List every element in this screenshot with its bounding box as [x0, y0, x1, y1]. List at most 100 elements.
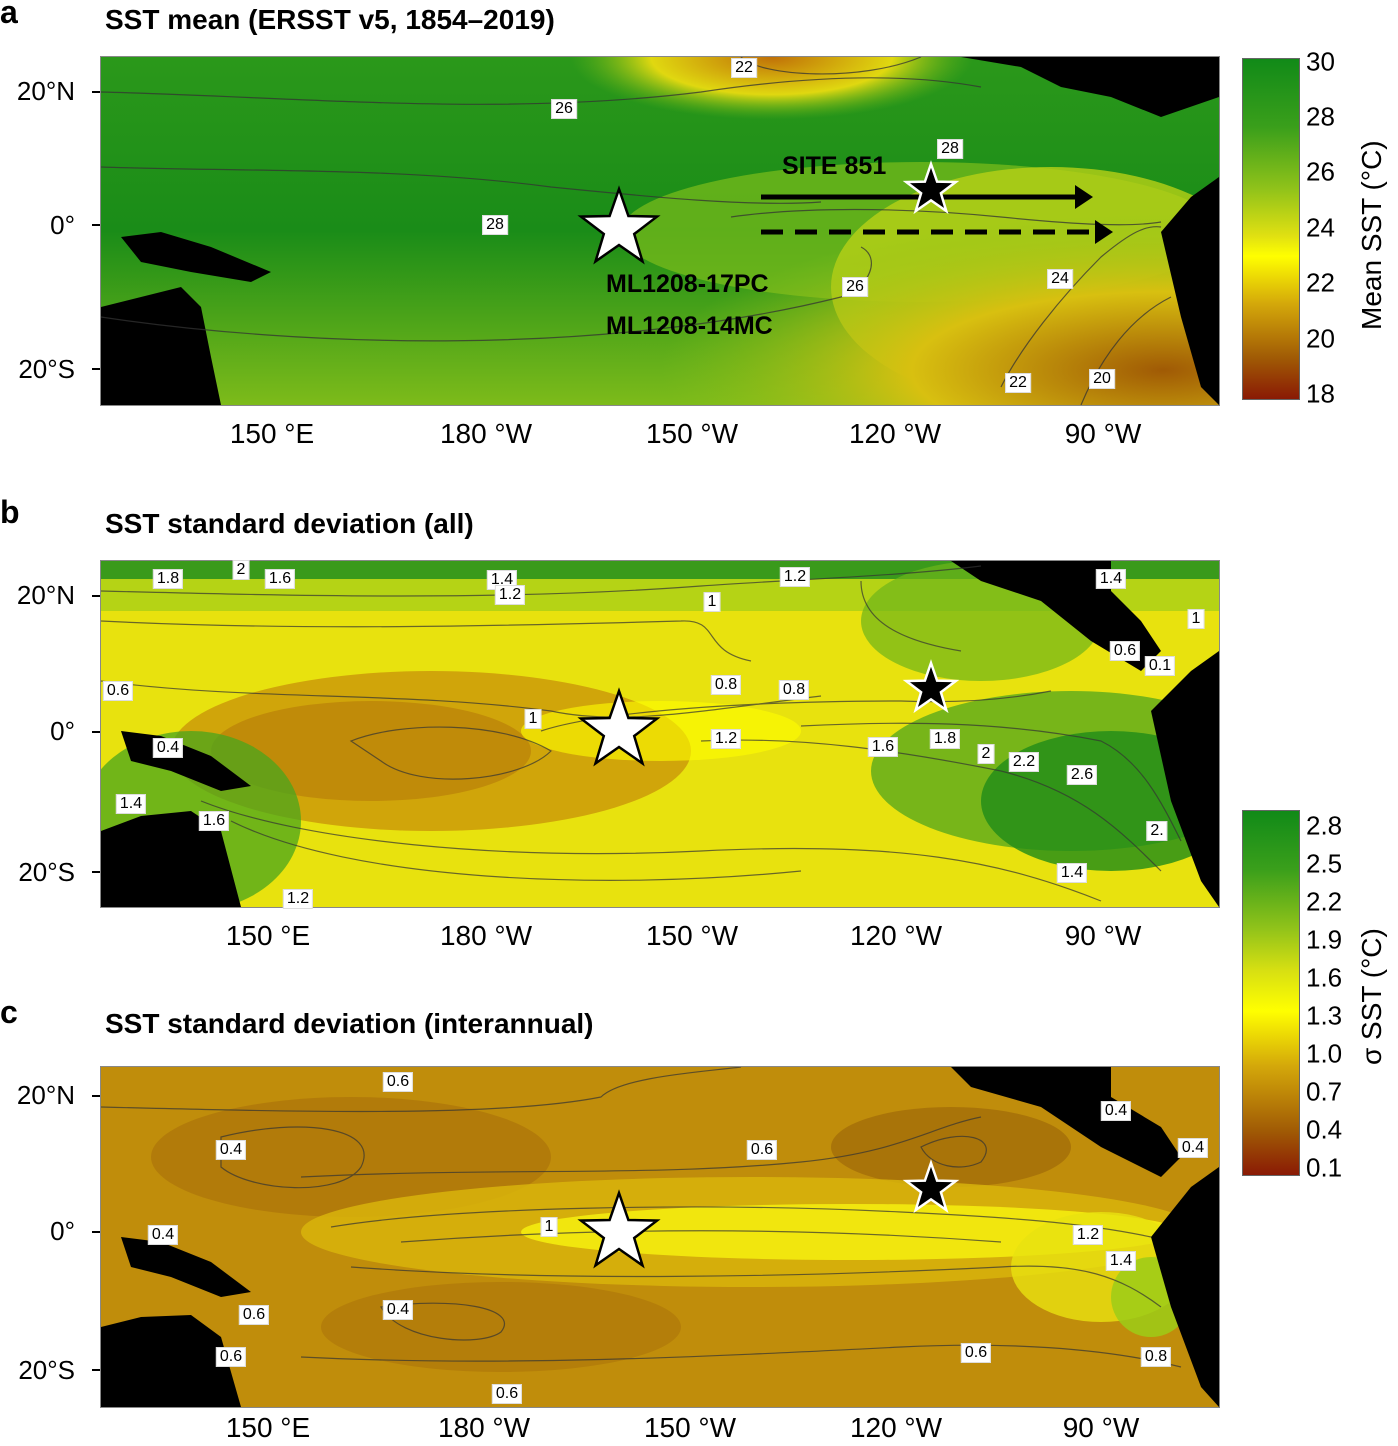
- lat-label-20s: 20°S: [18, 354, 75, 384]
- panel-letter-a: a: [0, 0, 18, 30]
- contour-label: 0.6: [102, 681, 134, 701]
- contour-label: 1.8: [929, 729, 961, 749]
- contour-label: 1.2: [710, 729, 742, 749]
- panel-title-a: SST mean (ERSST v5, 1854–2019): [105, 4, 555, 35]
- lat-label-0: 0°: [50, 210, 75, 240]
- lat-label-20s: 20°S: [18, 1355, 75, 1385]
- contour-label: 0.8: [710, 675, 742, 695]
- lon-label-150e: 150 °E: [225, 1412, 311, 1443]
- colorbar-std-sst: [1242, 810, 1300, 1176]
- lon-label-90w: 90 °W: [1064, 418, 1142, 449]
- lon-label-120w: 120 °W: [849, 1412, 943, 1443]
- lon-label-90w: 90 °W: [1062, 1412, 1140, 1443]
- contour-label: 28: [482, 215, 508, 235]
- contour-label: 0.4: [147, 1225, 179, 1245]
- contour-label: 0.6: [1109, 641, 1141, 661]
- contour-label: 0.6: [215, 1347, 247, 1367]
- contour-label: 1.4: [115, 794, 147, 814]
- map-panel-a: [100, 56, 1220, 406]
- colorbar-title-std-sst: σ SST (°C): [1356, 928, 1387, 1065]
- contour-label: 0.4: [1100, 1101, 1132, 1121]
- colorbar-tick: 1.3: [1306, 1000, 1343, 1031]
- colorbar-tick: 0.1: [1306, 1152, 1343, 1183]
- land-central-america: [961, 57, 1219, 117]
- contour-label: 1.2: [282, 889, 314, 909]
- colorbar-tick: 0.4: [1306, 1114, 1343, 1145]
- contour-label: 22: [1005, 373, 1031, 393]
- contour-label: 0.6: [382, 1072, 414, 1092]
- map-panel-b: [100, 560, 1220, 908]
- core-label-17pc: ML1208-17PC: [606, 270, 769, 298]
- contour-label: 1.8: [152, 569, 184, 589]
- lon-label-150e: 150 °E: [225, 920, 311, 951]
- lon-label-150w: 150 °W: [645, 418, 739, 449]
- site-851-star-icon: [902, 659, 960, 714]
- map-panel-c: [100, 1066, 1220, 1408]
- colorbar-tick: 28: [1306, 101, 1335, 132]
- contour-label: 1.2: [1072, 1225, 1104, 1245]
- contour-label: 1.2: [779, 567, 811, 587]
- contour-label: 1.4: [1095, 569, 1127, 589]
- colorbar-tick: 18: [1306, 378, 1335, 409]
- contour-label: 0.8: [778, 680, 810, 700]
- contour-label: 0.8: [1140, 1347, 1172, 1367]
- lon-label-150w: 150 °W: [643, 1412, 737, 1443]
- contour-label: 1: [524, 709, 542, 729]
- lon-label-150w: 150 °W: [645, 920, 739, 951]
- land-south-america: [1151, 1167, 1219, 1407]
- colorbar-tick: 2.8: [1306, 810, 1343, 841]
- core-site-star-icon: [577, 185, 661, 265]
- lat-label-0: 0°: [50, 716, 75, 746]
- land-australia: [101, 287, 221, 405]
- contour-label: 0.4: [1177, 1138, 1209, 1158]
- contour-label: 22: [731, 58, 757, 78]
- lon-label-90w: 90 °W: [1064, 920, 1142, 951]
- lat-label-20n: 20°N: [16, 580, 75, 610]
- colorbar-tick: 30: [1306, 46, 1335, 77]
- contour-label: 0.4: [215, 1140, 247, 1160]
- land-south-america: [1151, 651, 1219, 907]
- contour-label: 0.1: [1144, 656, 1176, 676]
- contour-label: 2.6: [1066, 765, 1098, 785]
- contour-label: 1: [1187, 609, 1205, 629]
- contour-label: 0.4: [152, 738, 184, 758]
- contour-label: 0.4: [382, 1300, 414, 1320]
- contour-label: 24: [1047, 269, 1073, 289]
- lon-label-150e: 150 °E: [229, 418, 315, 449]
- colorbar-tick: 26: [1306, 156, 1335, 187]
- land-central-america: [951, 1067, 1181, 1177]
- colorbar-tick: 0.7: [1306, 1076, 1343, 1107]
- contour-label: 1.4: [1056, 863, 1088, 883]
- sst-std-interannual-field: [101, 1067, 1219, 1407]
- lon-label-180w: 180 °W: [439, 920, 533, 951]
- colorbar-tick: 2.5: [1306, 848, 1343, 879]
- colorbar-mean-sst: [1242, 58, 1300, 400]
- site-851-star-icon: [902, 1159, 960, 1214]
- colorbar-tick: 1.9: [1306, 924, 1343, 955]
- lat-label-0: 0°: [50, 1216, 75, 1246]
- colorbar-title-mean-sst: Mean SST (°C): [1356, 140, 1387, 330]
- core-label-14mc: ML1208-14MC: [606, 312, 773, 340]
- colorbar-tick: 1.6: [1306, 962, 1343, 993]
- panel-letter-b: b: [0, 494, 20, 530]
- site-851-star-icon: [902, 160, 960, 215]
- sst-mean-field: [101, 57, 1219, 405]
- panel-title-c: SST standard deviation (interannual): [105, 1008, 594, 1039]
- contour-label: 20: [1089, 369, 1115, 389]
- contour-label: 1.6: [867, 737, 899, 757]
- colorbar-tick: 2.2: [1306, 886, 1343, 917]
- contour-label: 1.6: [264, 569, 296, 589]
- contour-label: 2.2: [1008, 752, 1040, 772]
- contour-label: 1: [703, 592, 721, 612]
- contour-label: 1.6: [198, 811, 230, 831]
- contour-label: 0.6: [491, 1384, 523, 1404]
- panel-letter-c: c: [0, 994, 18, 1030]
- lon-label-120w: 120 °W: [849, 920, 943, 951]
- lon-label-180w: 180 °W: [437, 1412, 531, 1443]
- site-851-label: SITE 851: [782, 152, 887, 180]
- colorbar-tick: 1.0: [1306, 1038, 1343, 1069]
- contour-label: 0.6: [746, 1140, 778, 1160]
- land-australia: [101, 1315, 241, 1407]
- lat-label-20n: 20°N: [16, 76, 75, 106]
- land-new-guinea: [121, 232, 271, 282]
